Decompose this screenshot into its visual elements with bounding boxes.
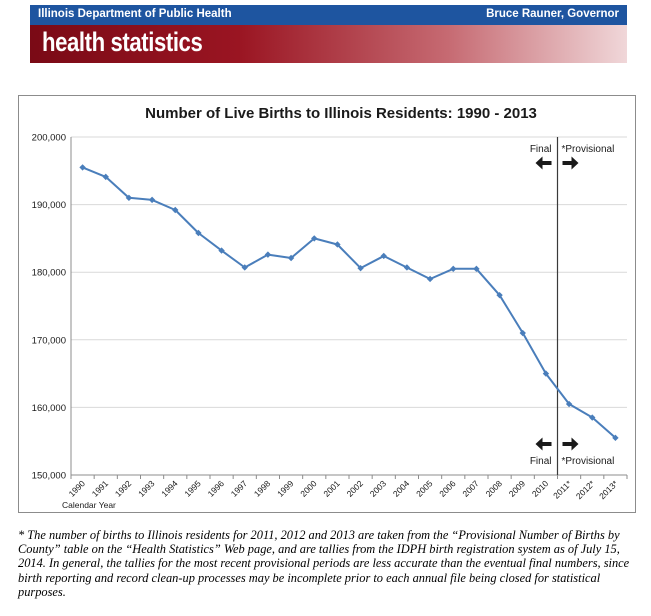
- x-tick-label: 2004: [391, 478, 412, 499]
- x-tick-label: 1997: [229, 478, 250, 499]
- x-tick-label: 2010: [530, 478, 551, 499]
- x-tick-label: 2008: [484, 478, 505, 499]
- y-tick-label: 200,000: [32, 133, 66, 144]
- data-point: [334, 241, 341, 248]
- x-tick-label: 1996: [206, 478, 227, 499]
- x-axis-label: Calendar Year: [62, 500, 116, 510]
- x-tick-label: 2009: [507, 478, 528, 499]
- annotation-provisional-bottom: *Provisional: [562, 456, 615, 467]
- data-point: [195, 229, 202, 237]
- data-point: [589, 414, 596, 421]
- data-point: [102, 173, 109, 181]
- data-point: [565, 400, 573, 408]
- chart-frame: [18, 95, 636, 513]
- data-point: [241, 264, 248, 271]
- x-tick-label: 2003: [368, 478, 389, 499]
- x-tick-label: 2005: [414, 478, 435, 499]
- data-point: [79, 164, 86, 171]
- x-tick-label: 2013*: [597, 478, 620, 501]
- x-tick-label: 2011*: [551, 478, 574, 501]
- data-point: [380, 252, 387, 260]
- x-tick-label: 2006: [437, 478, 458, 499]
- footnote: * The number of births to Illinois resid…: [18, 528, 630, 599]
- x-tick-label: 1994: [159, 478, 180, 499]
- governor-name: Bruce Rauner, Governor: [486, 8, 619, 20]
- y-tick-label: 150,000: [32, 471, 66, 482]
- chart-title: Number of Live Births to Illinois Reside…: [145, 105, 537, 122]
- x-tick-label: 1990: [67, 478, 88, 499]
- annotation-final-top: Final: [530, 144, 552, 155]
- annotation-provisional-top: *Provisional: [562, 144, 615, 155]
- data-point: [496, 291, 503, 299]
- arrow-right-icon: [562, 437, 579, 451]
- x-tick-label: 2000: [298, 478, 319, 499]
- x-tick-label: 2007: [460, 478, 481, 499]
- arrow-right-icon: [562, 156, 579, 170]
- x-tick-label: 1998: [252, 478, 273, 499]
- data-point: [264, 251, 272, 258]
- y-tick-label: 180,000: [32, 268, 66, 279]
- data-point: [542, 370, 550, 377]
- data-point: [612, 434, 619, 442]
- site-title: health statistics: [42, 27, 203, 57]
- data-point: [218, 247, 225, 254]
- data-point: [311, 235, 318, 242]
- data-point: [125, 194, 133, 202]
- x-tick-label: 1999: [275, 478, 296, 499]
- data-point: [403, 264, 411, 271]
- header-banner: health statistics: [30, 25, 627, 63]
- agency-name: Illinois Department of Public Health: [38, 8, 232, 20]
- y-tick-label: 190,000: [32, 200, 66, 211]
- x-tick-label: 1991: [90, 478, 111, 499]
- data-point: [426, 275, 434, 283]
- data-point: [473, 265, 480, 273]
- annotation-final-bottom: Final: [530, 456, 552, 467]
- header-top-bar: Illinois Department of Public Health Bru…: [30, 5, 627, 25]
- data-point: [287, 254, 295, 262]
- data-point: [172, 206, 179, 214]
- x-tick-label: 2001: [321, 478, 342, 499]
- y-tick-label: 170,000: [32, 335, 66, 346]
- data-point: [148, 196, 156, 204]
- y-tick-label: 160,000: [32, 403, 66, 414]
- data-point: [450, 265, 457, 273]
- x-tick-label: 1992: [113, 478, 134, 499]
- data-point: [519, 329, 526, 337]
- arrow-left-icon: [535, 437, 552, 451]
- series-line: [82, 166, 617, 439]
- x-tick-label: 2012*: [574, 478, 597, 501]
- x-tick-label: 2002: [345, 478, 366, 499]
- data-point: [357, 264, 364, 272]
- x-tick-label: 1993: [136, 478, 157, 499]
- arrow-left-icon: [535, 156, 552, 170]
- x-tick-label: 1995: [182, 478, 203, 499]
